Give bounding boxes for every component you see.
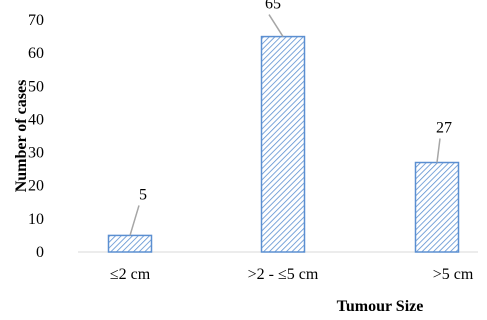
data-label: 65 [265,0,281,13]
bars [107,35,460,253]
y-tick-label: 50 [28,78,44,95]
data-label: 5 [139,186,147,203]
y-tick-label: 30 [28,145,44,162]
leader-line [436,138,441,163]
y-tick-label: 70 [28,12,44,29]
y-tick-label: 40 [28,111,44,128]
y-tick-label: 20 [28,178,44,195]
x-axis-title: Tumour Size [337,298,424,315]
bar [414,161,460,253]
x-tick-label: >5 cm [433,266,474,283]
leader-line [129,205,140,236]
data-label: 27 [436,120,452,137]
y-tick-label: 0 [36,244,44,261]
y-tick-label: 10 [28,211,44,228]
x-axis-ticks: ≤2 cm >2 - ≤5 cm >5 cm [110,266,474,283]
y-axis-title: Number of cases [13,80,30,193]
bar [107,234,153,253]
leader-lines [129,14,441,236]
leader-line [268,14,284,37]
bar [260,35,306,253]
x-tick-label: ≤2 cm [110,266,151,283]
y-axis-ticks: 0 10 20 30 40 50 60 70 [28,12,44,261]
x-tick-label: >2 - ≤5 cm [248,266,319,283]
data-labels: 5 65 27 [139,0,452,203]
y-tick-label: 60 [28,45,44,62]
